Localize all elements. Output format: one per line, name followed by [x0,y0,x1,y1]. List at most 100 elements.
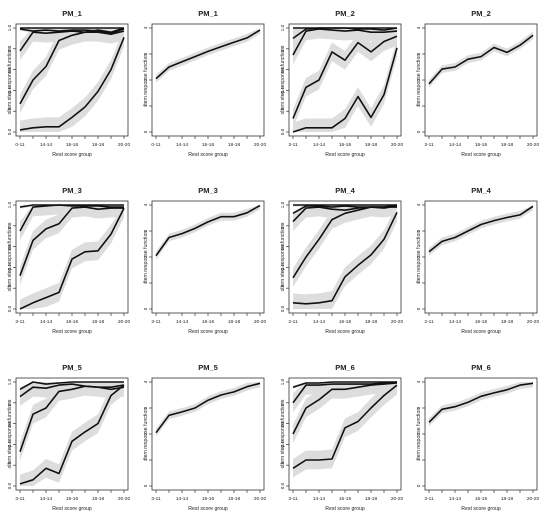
series-line [19,37,125,131]
confidence-band [156,382,260,437]
x-tick-label: 16-16 [66,496,79,502]
x-tick-label: 18-18 [92,496,105,502]
y-tick-label: 0.2 [7,285,12,292]
confidence-band [293,28,397,128]
y-tick-label: 1.0 [280,378,285,385]
chart-title: PM_1 [62,9,82,18]
x-tick-label: 18-18 [228,319,241,325]
x-tick-label: 14-14 [449,142,462,148]
y-axis-label: Item step response function [7,402,13,466]
series-line [19,204,124,208]
y-axis-label: Item response function [416,231,422,284]
y-tick-label: 0.2 [7,108,12,115]
series-line [292,47,398,133]
confidence-band [429,382,533,427]
y-tick-label: 1 [416,281,421,284]
y-axis-label: Item step response function [280,48,286,112]
confidence-band [293,28,397,65]
x-tick-label: 16-16 [202,496,215,502]
y-tick-label: 0.0 [280,128,285,135]
series-line [19,30,125,105]
chart-title: PM_6 [471,363,491,372]
y-tick-label: 0 [416,307,421,310]
y-tick-label: 2 [143,255,148,258]
x-axis-label: Rest score group [52,152,92,158]
series-line [292,381,397,388]
x-tick-label: 18-18 [92,142,105,148]
y-tick-label: 1.0 [7,378,12,385]
y-tick-label: 1 [143,458,148,461]
chart-panel: PM_2 0.0 0.2 0.4 0.6 0.8 1.0 3-11 14-14 16-16 18-1… [280,9,403,158]
x-axis-label: Rest score group [325,506,365,512]
series-line [292,381,398,404]
y-axis-label: Item response function [143,408,149,461]
x-tick-label: 20-20 [527,319,540,325]
y-tick-label: 1.0 [7,201,12,208]
y-tick-label: 3 [143,406,148,409]
x-axis-label: Rest score group [325,329,365,335]
x-tick-label: 18-18 [365,319,378,325]
confidence-band [20,382,124,461]
y-axis-label: Item response function [143,231,149,284]
x-tick-label: 14-14 [176,496,189,502]
series-line [292,28,398,56]
x-tick-label: 14-14 [449,319,462,325]
x-tick-label: 3-11 [151,496,161,502]
y-tick-label: 4 [416,203,421,206]
x-tick-label: 16-16 [339,142,352,148]
x-axis-label: Rest score group [461,152,501,158]
x-tick-label: 3-11 [151,319,161,325]
series-line [292,211,398,305]
y-tick-label: 2 [416,78,421,81]
y-tick-label: 0.4 [280,441,285,448]
y-tick-label: 0.2 [280,108,285,115]
confidence-band [293,38,397,132]
x-tick-label: 18-18 [228,496,241,502]
y-tick-label: 0.2 [280,285,285,292]
x-tick-label: 16-16 [66,142,79,148]
x-tick-label: 16-16 [475,496,488,502]
x-tick-label: 20-20 [118,319,131,325]
chart-panel: PM_5 0.0 0.2 0.4 0.6 0.8 1.0 3-11 14-14 16-16 18-1… [7,363,130,512]
y-tick-label: 0.0 [7,482,12,489]
y-tick-label: 0.0 [280,305,285,312]
y-axis-label: Item response function [416,54,422,107]
chart-title: PM_5 [198,363,218,372]
confidence-band [293,382,397,444]
x-tick-label: 20-20 [254,319,267,325]
y-tick-label: 0.8 [7,45,12,52]
y-tick-label: 0.0 [280,482,285,489]
series-line [428,382,534,423]
series-line [428,205,534,253]
y-tick-label: 1 [143,104,148,107]
y-tick-label: 0.0 [7,305,12,312]
series-line [19,383,125,398]
y-tick-label: 0.4 [280,87,285,94]
y-tick-label: 1 [416,458,421,461]
x-tick-label: 18-18 [92,319,105,325]
chart-panel: PM_2 0 1 2 3 4 3-11 14-14 16-16 18-18 20-20 Rest sc… [416,9,539,158]
chart-panel: PM_3 0.0 0.2 0.4 0.6 0.8 1.0 3-11 14-14 16-16 18-1… [7,186,130,335]
y-tick-label: 1 [416,104,421,107]
y-tick-label: 0 [143,484,148,487]
confidence-band [156,205,260,260]
series-line [19,204,124,232]
confidence-band [20,28,124,132]
x-tick-label: 20-20 [527,142,540,148]
x-tick-label: 18-18 [501,496,514,502]
series-line [19,384,125,485]
series-line [428,34,534,85]
x-tick-label: 18-18 [228,142,241,148]
y-tick-label: 2 [143,78,148,81]
y-tick-label: 0.8 [7,399,12,406]
series-line [155,204,261,257]
chart-title: PM_4 [335,186,355,195]
y-tick-label: 1.0 [7,24,12,31]
y-tick-label: 0 [416,130,421,133]
x-axis-label: Rest score group [188,329,228,335]
y-tick-label: 1 [143,281,148,284]
chart-panel: PM_4 0.0 0.2 0.4 0.6 0.8 1.0 2-11 14-14 16-16 18-1… [280,186,403,335]
y-tick-label: 0.6 [280,66,285,73]
confidence-band [20,382,124,486]
